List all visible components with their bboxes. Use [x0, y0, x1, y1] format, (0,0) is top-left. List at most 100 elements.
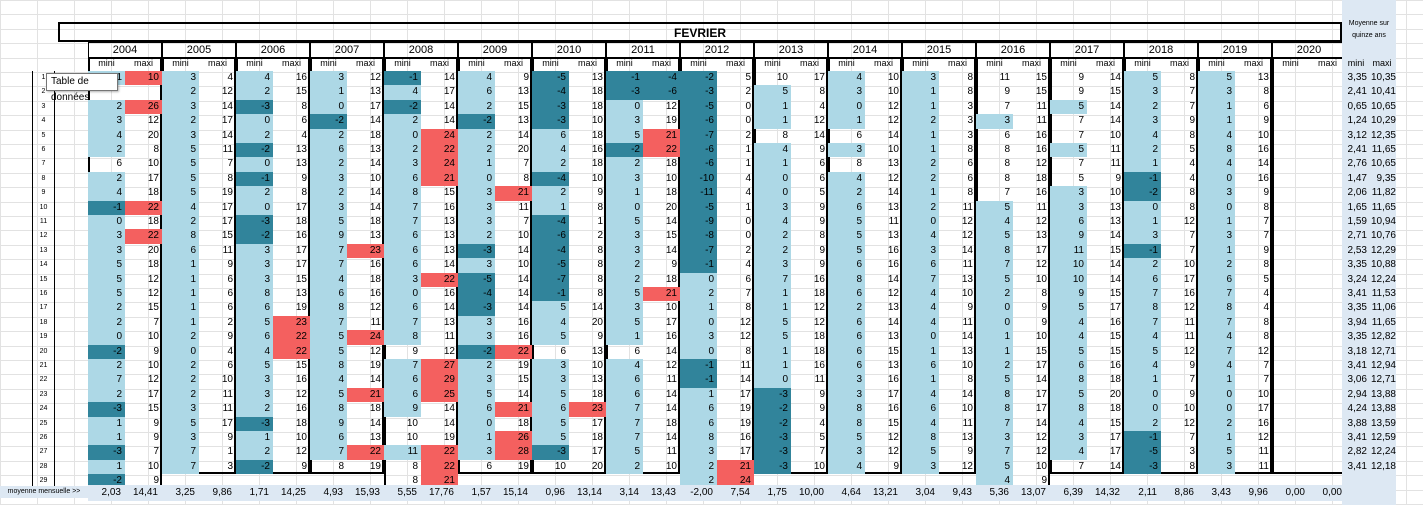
- cell-mini[interactable]: 1: [1124, 215, 1161, 230]
- cell-mini[interactable]: 0: [384, 128, 421, 143]
- cell-mini[interactable]: 6: [384, 301, 421, 316]
- cell-mini[interactable]: 0: [754, 186, 791, 201]
- cell-mini[interactable]: 7: [976, 258, 1013, 273]
- cell-mini[interactable]: 1: [606, 186, 643, 201]
- cell-mini[interactable]: -7: [680, 243, 717, 259]
- cell-maxi[interactable]: 12: [1183, 345, 1195, 357]
- cell-maxi[interactable]: 16: [517, 316, 529, 328]
- avg-mini[interactable]: 2,41: [1347, 86, 1367, 98]
- cell-mini[interactable]: -4: [458, 287, 495, 302]
- cell-maxi[interactable]: 10: [1035, 273, 1047, 285]
- cell-mini[interactable]: 5: [976, 373, 1013, 388]
- cell-maxi[interactable]: 7: [1189, 244, 1195, 256]
- cell-mini[interactable]: 4: [902, 387, 939, 403]
- cell-maxi[interactable]: 12: [1035, 446, 1047, 458]
- cell-maxi[interactable]: 26: [125, 99, 162, 115]
- cell-maxi[interactable]: 24: [717, 474, 754, 489]
- cell-maxi[interactable]: 10: [961, 288, 973, 299]
- cell-mini[interactable]: 4: [532, 143, 569, 158]
- cell-mini[interactable]: 1: [532, 200, 569, 215]
- cell-maxi[interactable]: 9: [227, 259, 233, 271]
- cell-maxi[interactable]: [1309, 273, 1346, 287]
- cell-mini[interactable]: 2: [310, 157, 347, 172]
- cell-mini[interactable]: 5: [1050, 143, 1087, 158]
- cell-mini[interactable]: 2: [458, 359, 495, 374]
- cell-mini[interactable]: 6: [606, 387, 643, 403]
- cell-maxi[interactable]: [1309, 85, 1346, 99]
- cell-mini[interactable]: 2: [606, 258, 643, 273]
- cell-maxi[interactable]: 10: [147, 331, 159, 343]
- cell-maxi[interactable]: 0: [745, 115, 751, 127]
- cell-maxi[interactable]: 18: [1109, 403, 1121, 415]
- cell-maxi[interactable]: 20: [1109, 388, 1121, 400]
- avg-mini[interactable]: 3,41: [1347, 432, 1367, 443]
- cell-mini[interactable]: 1: [1124, 157, 1161, 172]
- avg-maxi[interactable]: 12,71: [1370, 374, 1396, 386]
- cell-maxi[interactable]: 13: [295, 144, 307, 155]
- cell-maxi[interactable]: 9: [967, 446, 973, 458]
- cell-mini[interactable]: 8: [1050, 402, 1087, 417]
- cell-mini[interactable]: 0: [458, 171, 495, 187]
- footer-mini[interactable]: 0,96: [545, 487, 565, 498]
- cell-maxi[interactable]: 13: [517, 86, 529, 98]
- cell-maxi[interactable]: 11: [814, 374, 825, 386]
- cell-mini[interactable]: [1272, 373, 1309, 387]
- cell-maxi[interactable]: 16: [295, 72, 307, 83]
- cell-maxi[interactable]: 28: [495, 445, 532, 460]
- avg-mini[interactable]: 2,82: [1347, 446, 1367, 458]
- avg-mini[interactable]: 3,12: [1347, 129, 1367, 141]
- cell-mini[interactable]: 2: [606, 157, 643, 172]
- cell-maxi[interactable]: 11: [1110, 158, 1121, 170]
- cell-maxi[interactable]: 19: [295, 302, 307, 314]
- cell-maxi[interactable]: 24: [347, 330, 384, 345]
- avg-maxi[interactable]: 11,53: [1371, 288, 1396, 299]
- cell-maxi[interactable]: 17: [739, 388, 751, 400]
- cell-mini[interactable]: 3: [1198, 85, 1235, 100]
- cell-mini[interactable]: 3: [606, 301, 643, 316]
- cell-maxi[interactable]: [1309, 431, 1346, 445]
- cell-maxi[interactable]: 12: [665, 100, 677, 112]
- cell-mini[interactable]: -2: [384, 99, 421, 115]
- cell-maxi[interactable]: 3: [967, 129, 973, 141]
- cell-mini[interactable]: [1272, 388, 1309, 402]
- avg-mini[interactable]: 2,41: [1347, 144, 1367, 155]
- cell-mini[interactable]: 1: [162, 315, 199, 331]
- cell-maxi[interactable]: 22: [125, 229, 162, 244]
- footer-maxi[interactable]: 9,96: [1248, 487, 1268, 498]
- cell-mini[interactable]: 1: [754, 301, 791, 316]
- cell-mini[interactable]: 8: [828, 416, 865, 431]
- cell-mini[interactable]: 2: [310, 128, 347, 143]
- cell-mini[interactable]: 5: [828, 229, 865, 244]
- cell-mini[interactable]: 1: [88, 431, 125, 446]
- avg-maxi[interactable]: 10,41: [1370, 86, 1396, 98]
- footer-mini[interactable]: 3,25: [175, 487, 195, 498]
- cell-mini[interactable]: [1272, 316, 1309, 330]
- cell-maxi[interactable]: 6: [227, 288, 233, 299]
- cell-maxi[interactable]: 9: [819, 259, 825, 271]
- cell-maxi[interactable]: 5: [745, 72, 751, 83]
- cell-mini[interactable]: 0: [680, 344, 717, 359]
- cell-maxi[interactable]: 9: [1263, 244, 1269, 256]
- cell-maxi[interactable]: 14: [887, 316, 899, 328]
- cell-maxi[interactable]: 11: [1036, 201, 1047, 213]
- cell-mini[interactable]: 5: [532, 387, 569, 403]
- cell-maxi[interactable]: 21: [421, 171, 458, 187]
- cell-mini[interactable]: 7: [310, 243, 347, 259]
- cell-maxi[interactable]: 4: [745, 259, 751, 271]
- cell-maxi[interactable]: 7: [1189, 100, 1195, 112]
- cell-mini[interactable]: 6: [634, 345, 640, 357]
- cell-maxi[interactable]: 14: [443, 72, 455, 83]
- cell-maxi[interactable]: [1309, 359, 1346, 373]
- cell-maxi[interactable]: 9: [153, 432, 159, 443]
- cell-maxi[interactable]: 8: [153, 144, 159, 155]
- cell-mini[interactable]: -11: [680, 186, 717, 201]
- cell-maxi[interactable]: 9: [819, 388, 825, 400]
- cell-maxi[interactable]: 8: [1263, 201, 1269, 213]
- cell-mini[interactable]: 1: [754, 287, 791, 302]
- avg-maxi[interactable]: 10,88: [1370, 259, 1396, 271]
- cell-mini[interactable]: 7: [1124, 287, 1161, 302]
- cell-maxi[interactable]: 9: [1189, 388, 1195, 400]
- cell-maxi[interactable]: 9: [1041, 302, 1047, 314]
- cell-mini[interactable]: 1: [162, 301, 199, 316]
- cell-mini[interactable]: 4: [1198, 330, 1235, 345]
